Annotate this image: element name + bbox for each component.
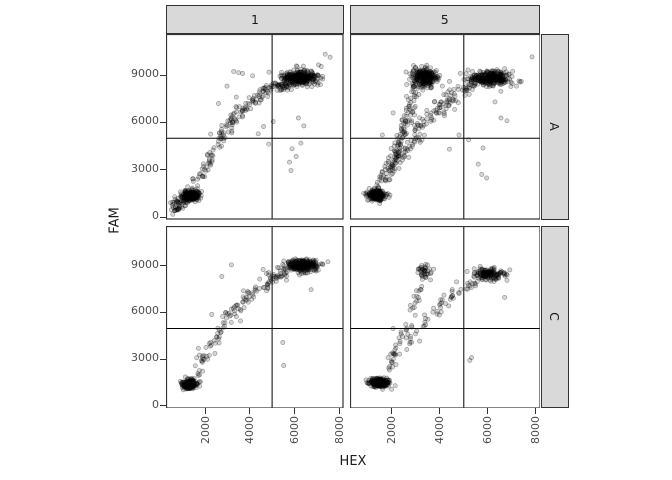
x-axis-tick-label: 6000: [480, 416, 494, 444]
x-axis-tick-mark: [204, 408, 206, 414]
y-axis-tick-label: 0: [152, 397, 159, 411]
x-axis-tick-label: 6000: [287, 416, 301, 444]
x-axis-tick-label: 2000: [384, 416, 398, 444]
y-axis-tick-mark: [160, 216, 166, 218]
x-axis-tick-label: 8000: [528, 416, 542, 444]
panel-background: [349, 225, 540, 408]
scatter-panel-col5-rowA: [349, 34, 540, 220]
y-axis-tick-label: 3000: [131, 161, 159, 175]
x-axis-tick-mark: [293, 408, 295, 414]
panel-border: [166, 34, 344, 220]
y-axis-tick-label: 0: [152, 209, 159, 223]
facet-strip-column-1: 1: [166, 5, 344, 34]
facet-column-label-1: 1: [251, 12, 259, 27]
y-axis-tick-label: 9000: [131, 257, 159, 271]
x-axis-tick-mark: [486, 408, 488, 414]
x-axis-tick-mark: [534, 408, 536, 414]
x-axis-tick-label: 4000: [432, 416, 446, 444]
y-axis-tick-label: 6000: [131, 114, 159, 128]
scatter-points: [177, 255, 331, 392]
scatter-points: [363, 261, 512, 392]
facet-strip-row-A: A: [540, 34, 569, 220]
y-axis-tick-label: 6000: [131, 304, 159, 318]
panel-background: [166, 225, 344, 408]
facet-column-label-5: 5: [440, 12, 449, 27]
scatter-points: [360, 54, 535, 206]
panel-background: [349, 34, 540, 220]
scatter-points: [168, 51, 333, 217]
y-axis-tick-mark: [160, 121, 166, 123]
x-axis-tick-label: 4000: [243, 416, 257, 444]
scatter-panel-col1-rowC: [166, 225, 344, 408]
y-axis-tick-label: 9000: [131, 67, 159, 81]
x-axis-tick-mark: [338, 408, 340, 414]
x-axis-title: HEX: [339, 454, 367, 469]
y-axis-tick-mark: [160, 311, 166, 313]
y-axis-tick-mark: [160, 169, 166, 171]
x-axis-tick-mark: [438, 408, 440, 414]
scatter-panel-col5-rowC: [349, 225, 540, 408]
x-axis-tick-mark: [390, 408, 392, 414]
y-axis-tick-label: 3000: [131, 351, 159, 365]
panel-border: [349, 225, 540, 408]
y-axis-tick-mark: [160, 265, 166, 267]
y-axis-tick-mark: [160, 358, 166, 360]
facet-row-label-A: A: [547, 122, 562, 132]
x-axis-tick-label: 2000: [198, 416, 212, 444]
panel-border: [349, 34, 540, 220]
y-axis-tick-mark: [160, 405, 166, 407]
x-axis-tick-mark: [249, 408, 251, 414]
scatter-panel-col1-rowA: [166, 34, 344, 220]
facet-strip-row-C: C: [540, 225, 569, 408]
panel-border: [166, 225, 344, 408]
y-axis-tick-mark: [160, 74, 166, 76]
panel-background: [166, 34, 344, 220]
x-axis-tick-label: 8000: [332, 416, 346, 444]
facet-strip-column-5: 5: [349, 5, 540, 34]
facet-row-label-C: C: [546, 312, 562, 322]
